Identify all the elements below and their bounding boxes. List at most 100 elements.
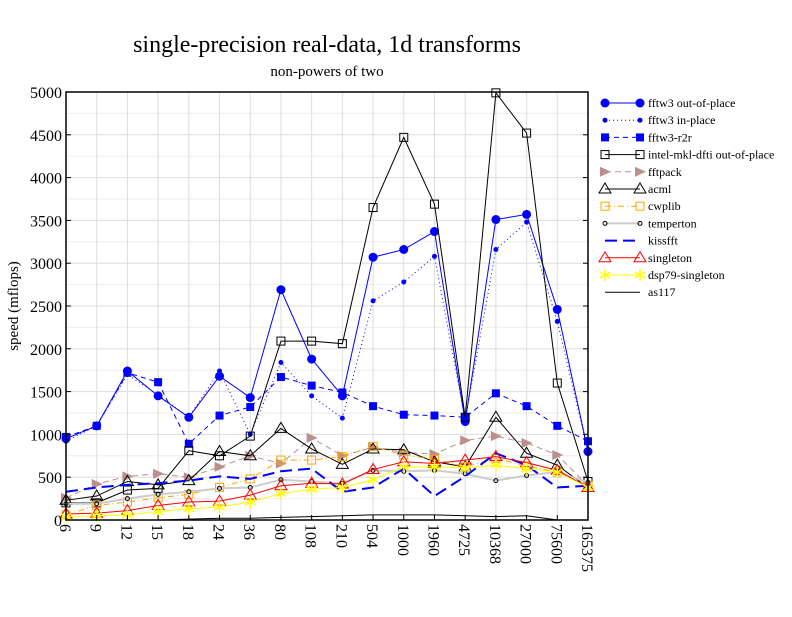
data-point	[214, 461, 226, 472]
data-point	[155, 392, 161, 398]
data-point	[552, 449, 564, 460]
x-tick-label: 210	[332, 524, 349, 548]
data-point	[184, 439, 193, 448]
data-point	[368, 441, 378, 451]
data-point	[186, 414, 192, 420]
x-tick-label: 27000	[517, 524, 534, 564]
data-point	[246, 403, 255, 412]
legend-item: temperton	[602, 216, 697, 230]
data-point	[634, 269, 646, 281]
x-tick-label: 6	[56, 524, 73, 532]
legend-label: intel-mkl-dfti out-of-place	[648, 148, 774, 162]
x-tick-label: 18	[179, 524, 196, 540]
data-point	[307, 381, 316, 390]
data-point	[367, 473, 379, 486]
y-tick-label: 2000	[30, 342, 62, 359]
data-point	[399, 410, 408, 419]
series-fftw3-r2r	[62, 368, 592, 448]
data-point	[89, 489, 104, 501]
data-point	[307, 354, 317, 364]
data-point	[553, 421, 562, 430]
series-line	[66, 469, 589, 505]
data-point	[243, 448, 258, 461]
data-point	[245, 431, 255, 441]
data-point	[309, 393, 315, 399]
data-point	[600, 201, 610, 211]
legend-label: fftw3 out-of-place	[648, 96, 735, 110]
data-point	[491, 389, 500, 398]
legend-item: singleton	[598, 250, 692, 265]
data-point	[522, 209, 532, 219]
series-cwplib	[61, 441, 593, 520]
data-point	[490, 431, 502, 442]
series-line	[65, 213, 589, 452]
data-point	[215, 411, 224, 420]
y-tick-label: 1500	[30, 385, 62, 402]
star-stroke	[428, 463, 441, 471]
data-point	[493, 478, 499, 484]
x-tick-label: 1960	[424, 524, 441, 556]
x-tick-label: 108	[302, 524, 319, 548]
data-point	[368, 252, 378, 262]
legend-label: temperton	[648, 216, 697, 230]
data-point	[366, 441, 380, 454]
x-tick-label: 165375	[578, 524, 595, 572]
data-point	[335, 457, 350, 469]
data-point	[337, 339, 347, 349]
legend-item: fftw3 in-place	[602, 113, 715, 127]
data-point	[401, 279, 407, 285]
x-tick-label: 1000	[394, 524, 411, 556]
chart-title: single-precision real-data, 1d transform…	[133, 32, 521, 58]
legend-item: fftw3 out-of-place	[600, 96, 735, 110]
data-point	[183, 502, 195, 515]
legend-item: cwplib	[600, 199, 681, 213]
series-line	[65, 416, 589, 501]
star-stroke	[336, 483, 348, 492]
legend-label: fftw3 in-place	[648, 113, 715, 127]
data-point	[602, 117, 608, 123]
star-stroke	[521, 464, 533, 473]
data-point	[278, 359, 284, 365]
data-point	[337, 450, 349, 461]
y-tick-label: 4500	[30, 128, 62, 145]
data-point	[600, 166, 611, 177]
y-tick-label: 5000	[30, 85, 62, 102]
data-point	[244, 496, 256, 509]
y-tick-label: 3500	[30, 213, 62, 230]
series-line	[65, 464, 589, 518]
data-point	[459, 461, 471, 474]
x-tick-label: 36	[240, 524, 257, 540]
series-line	[65, 456, 589, 515]
data-point	[184, 489, 194, 499]
legend-label: acml	[648, 182, 672, 196]
data-point	[598, 182, 612, 194]
data-point	[460, 412, 470, 422]
data-point	[307, 336, 317, 346]
legend-label: singleton	[648, 251, 692, 265]
star-stroke	[490, 461, 502, 469]
legend-item: dsp79-singleton	[599, 268, 725, 282]
data-point	[276, 336, 286, 346]
data-point	[522, 402, 531, 411]
y-axis-label: speed (mflops)	[6, 261, 22, 351]
legend-item: kissfft	[605, 234, 678, 248]
data-point	[124, 496, 130, 502]
data-point	[399, 245, 409, 255]
data-point	[275, 487, 287, 500]
data-point	[337, 452, 347, 462]
y-tick-label: 3000	[30, 256, 62, 273]
x-tick-label: 9	[87, 524, 104, 532]
data-point	[306, 432, 318, 443]
data-point	[429, 227, 439, 237]
series-as117	[66, 514, 588, 521]
star-stroke	[152, 507, 164, 516]
data-point	[368, 203, 378, 213]
star-stroke	[306, 485, 318, 493]
y-tick-label: 4000	[30, 171, 62, 188]
data-point	[276, 455, 286, 465]
data-point	[276, 373, 285, 382]
data-point	[276, 285, 286, 295]
data-point	[524, 219, 530, 225]
data-point	[633, 250, 647, 263]
